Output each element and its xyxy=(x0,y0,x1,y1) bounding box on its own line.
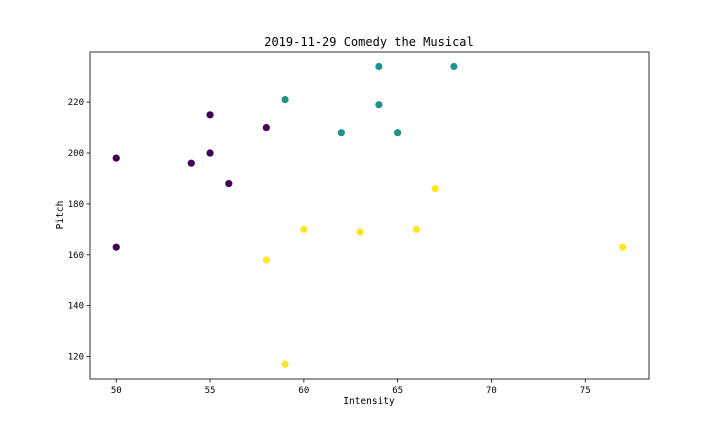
data-point-s2-6 xyxy=(619,243,627,251)
y-tick-label-5: 220 xyxy=(68,98,84,108)
y-tick-label-0: 120 xyxy=(68,353,84,363)
data-point-s0-3 xyxy=(206,111,214,119)
data-point-s1-2 xyxy=(375,62,383,71)
data-point-s1-0 xyxy=(281,95,289,104)
data-point-s0-0 xyxy=(112,154,120,162)
x-tick-label-0: 50 xyxy=(111,386,122,396)
x-tick-label-4: 70 xyxy=(486,386,497,396)
x-axis-label: Intensity xyxy=(343,396,395,407)
plot-area-frame xyxy=(89,51,650,380)
data-point-s2-0 xyxy=(262,256,270,264)
data-point-s1-4 xyxy=(394,129,402,137)
chart-title: 2019-11-29 Comedy the Musical xyxy=(264,35,474,49)
y-axis-label: Pitch xyxy=(55,201,66,230)
y-tick-label-4: 200 xyxy=(68,149,84,159)
data-point-s2-3 xyxy=(356,228,364,236)
data-point-s2-5 xyxy=(431,185,439,193)
x-axis-ticks: 50 55 60 65 70 75 xyxy=(111,379,591,396)
data-point-s0-6 xyxy=(262,123,270,132)
data-points xyxy=(112,62,627,368)
data-point-s0-2 xyxy=(187,159,195,167)
x-tick-label-1: 55 xyxy=(205,386,216,396)
y-tick-label-3: 180 xyxy=(68,200,84,210)
y-axis-ticks: 120 140 160 180 200 220 xyxy=(68,98,90,363)
data-point-s0-4 xyxy=(206,149,214,157)
data-point-s2-1 xyxy=(281,360,289,368)
x-tick-label-5: 75 xyxy=(580,386,591,396)
x-tick-label-2: 60 xyxy=(298,386,309,396)
data-point-s1-1 xyxy=(337,129,345,137)
x-tick-label-3: 65 xyxy=(392,386,403,396)
y-tick-label-2: 160 xyxy=(68,251,84,261)
data-point-s2-4 xyxy=(412,225,420,233)
y-tick-label-1: 140 xyxy=(68,302,84,312)
data-point-s1-5 xyxy=(450,62,458,71)
data-point-s1-3 xyxy=(375,101,383,109)
data-point-s0-5 xyxy=(225,179,233,188)
data-point-s2-2 xyxy=(300,225,308,233)
data-point-s0-1 xyxy=(112,243,120,251)
